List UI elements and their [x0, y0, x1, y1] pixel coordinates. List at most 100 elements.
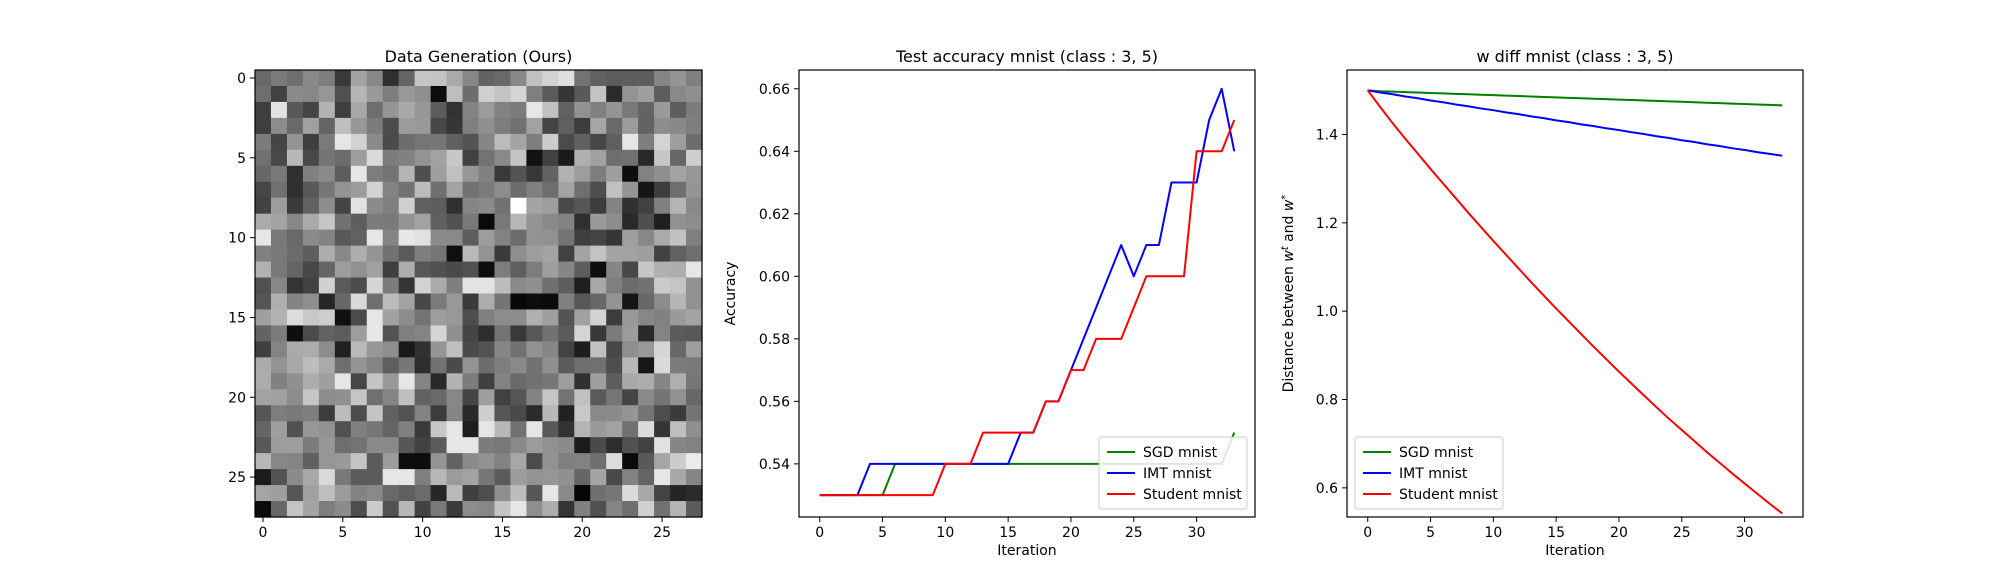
- heatmap-cell: [558, 453, 575, 470]
- y-axis-label-var: w: [1281, 250, 1297, 262]
- heatmap-cell: [382, 70, 400, 87]
- heatmap-cell: [542, 213, 559, 231]
- heatmap-cell: [414, 341, 432, 358]
- heatmap-cell: [478, 277, 496, 295]
- heatmap-cell: [350, 277, 368, 295]
- heatmap-cell: [462, 277, 480, 295]
- heatmap-cell: [494, 501, 512, 518]
- heatmap-cell: [526, 437, 543, 454]
- heatmap-cell: [510, 485, 527, 502]
- heatmap-cell: [382, 437, 400, 454]
- heatmap-cell: [366, 165, 384, 183]
- heatmap-cell: [382, 213, 400, 231]
- heatmap-cell: [318, 501, 336, 518]
- heatmap-cell: [574, 357, 591, 374]
- heatmap-cell: [318, 85, 336, 103]
- heatmap-cell: [398, 373, 416, 390]
- heatmap-cell: [574, 165, 591, 183]
- heatmap-cell: [542, 309, 559, 327]
- heatmap-cell: [654, 421, 671, 438]
- heatmap-cell: [414, 229, 432, 247]
- heatmap-cell: [255, 85, 272, 103]
- heatmap-cell: [270, 245, 288, 263]
- heatmap-cell: [270, 277, 288, 295]
- heatmap-cell: [446, 117, 464, 135]
- heatmap-cell: [302, 357, 320, 374]
- heatmap-cell: [542, 341, 559, 358]
- x-tick-label: 15: [1547, 525, 1565, 541]
- y-tick-label: 0.58: [759, 332, 790, 348]
- heatmap-cell: [430, 373, 448, 390]
- heatmap-cell: [446, 501, 464, 518]
- heatmap-cell: [414, 149, 432, 167]
- heatmap-cell: [255, 325, 272, 342]
- heatmap-cell: [494, 117, 512, 135]
- heatmap-cell: [494, 373, 512, 390]
- heatmap-cell: [270, 117, 288, 135]
- heatmap-cell: [526, 469, 543, 486]
- heatmap-cell: [366, 325, 384, 342]
- heatmap-cell: [494, 469, 512, 486]
- heatmap-cell: [430, 149, 448, 167]
- heatmap-cell: [255, 229, 272, 247]
- heatmap-cell: [446, 261, 464, 279]
- heatmap-cell: [638, 213, 655, 231]
- heatmap-cell: [414, 133, 432, 151]
- heatmap-cell: [255, 277, 272, 295]
- heatmap-cell: [574, 293, 591, 311]
- heatmap-cell: [622, 357, 639, 374]
- heatmap-cell: [318, 261, 336, 279]
- heatmap-cell: [654, 405, 671, 422]
- heatmap-cell: [478, 261, 496, 279]
- legend: SGD mnist IMT mnist Student mnist: [1354, 436, 1504, 510]
- heatmap-cell: [510, 245, 527, 263]
- heatmap-cell: [255, 389, 272, 406]
- heatmap-cell: [686, 229, 703, 247]
- heatmap-cell: [430, 101, 448, 119]
- heatmap-cell: [398, 437, 416, 454]
- heatmap-cell: [622, 293, 639, 311]
- heatmap-cell: [654, 437, 671, 454]
- heatmap-cell: [398, 501, 416, 518]
- heatmap-cell: [510, 229, 527, 247]
- heatmap-cell: [462, 341, 480, 358]
- x-tick-label: 30: [1188, 525, 1206, 541]
- heatmap-cell: [446, 485, 464, 502]
- heatmap-cell: [446, 405, 464, 422]
- heatmap-cell: [654, 101, 671, 119]
- heatmap-cell: [510, 437, 527, 454]
- heatmap-cell: [398, 245, 416, 263]
- heatmap-cell: [606, 485, 623, 502]
- heatmap-cell: [255, 421, 272, 438]
- x-tick-label: 25: [653, 525, 671, 541]
- heatmap-cell: [478, 197, 496, 215]
- heatmap-cell: [334, 149, 352, 167]
- y-axis-label-sup: t: [1280, 245, 1291, 250]
- heatmap-cell: [430, 405, 448, 422]
- heatmap-cell: [270, 325, 288, 342]
- heatmap-cell: [286, 117, 304, 135]
- heatmap-cell: [462, 405, 480, 422]
- heatmap-cell: [574, 229, 591, 247]
- heatmap-cell: [366, 229, 384, 247]
- heatmap-cell: [654, 309, 671, 327]
- heatmap-cell: [622, 341, 639, 358]
- heatmap-cell: [286, 389, 304, 406]
- heatmap-cell: [622, 117, 639, 135]
- heatmap-cell: [446, 437, 464, 454]
- heatmap-cell: [558, 437, 575, 454]
- heatmap-cell: [526, 85, 543, 103]
- heatmap-cell: [638, 133, 655, 151]
- heatmap-cell: [334, 373, 352, 390]
- heatmap-cell: [510, 213, 527, 231]
- heatmap-cell: [446, 229, 464, 247]
- heatmap-cell: [606, 245, 623, 263]
- heatmap-cell: [302, 245, 320, 263]
- y-tick-label: 0.6: [1316, 481, 1338, 497]
- heatmap-cell: [526, 405, 543, 422]
- heatmap-cell: [510, 421, 527, 438]
- heatmap-cell: [430, 213, 448, 231]
- heatmap-cell: [494, 389, 512, 406]
- heatmap-cell: [255, 485, 272, 502]
- heatmap-cell: [334, 101, 352, 119]
